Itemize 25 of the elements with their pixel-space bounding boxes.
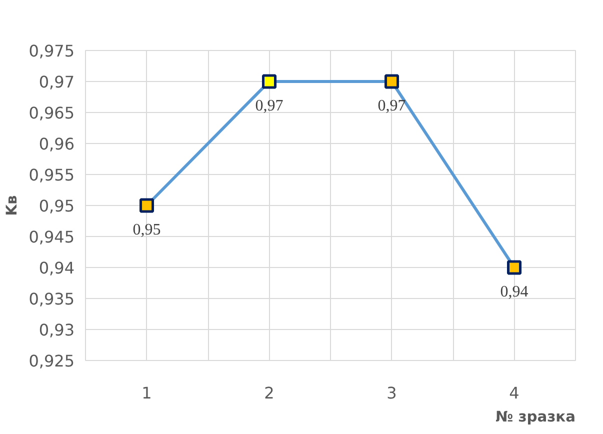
y-tick-label: 0,945 xyxy=(28,228,75,246)
x-tick-label: 2 xyxy=(264,384,274,402)
x-axis-title: № зразка xyxy=(496,408,576,426)
point xyxy=(507,260,522,275)
y-tick-label: 0,94 xyxy=(38,258,74,278)
y-axis-title: Kв xyxy=(4,195,21,216)
x-tick-label: 3 xyxy=(386,384,397,402)
y-tick-label: 0,93 xyxy=(38,320,74,340)
point xyxy=(384,74,399,89)
data-label: 0,97 xyxy=(378,98,406,114)
y-tick-label: 0,95 xyxy=(38,196,74,216)
y-tick-label: 0,925 xyxy=(28,352,75,370)
y-tick-label: 0,935 xyxy=(28,290,75,308)
y-tick-label: 0,965 xyxy=(28,104,75,122)
y-tick-label: 0,96 xyxy=(38,134,74,154)
x-tick-label: 1 xyxy=(142,384,152,402)
y-tick-label: 0,955 xyxy=(28,166,75,184)
data-label: 0,94 xyxy=(500,284,528,300)
x-tick-label: 4 xyxy=(509,384,520,402)
y-tick-label: 0,97 xyxy=(38,72,74,92)
data-label: 0,95 xyxy=(132,222,161,238)
point xyxy=(140,198,154,213)
y-tick-label: 0,975 xyxy=(28,42,75,60)
data-label: 0,97 xyxy=(255,98,284,114)
point xyxy=(262,74,276,89)
